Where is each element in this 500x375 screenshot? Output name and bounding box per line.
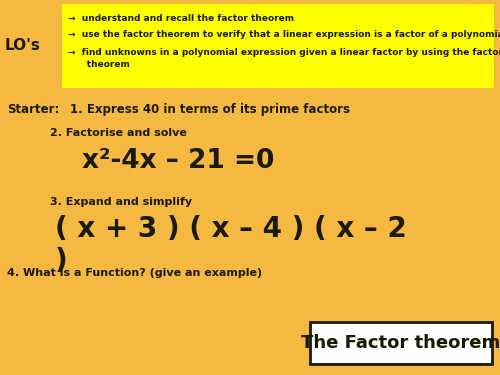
Text: The Factor theorem: The Factor theorem	[302, 334, 500, 352]
Text: 4. What is a Function? (give an example): 4. What is a Function? (give an example)	[7, 268, 262, 278]
Text: ( x + 3 ) ( x – 4 ) ( x – 2: ( x + 3 ) ( x – 4 ) ( x – 2	[55, 215, 407, 243]
FancyBboxPatch shape	[62, 4, 494, 88]
Text: →  use the factor theorem to verify that a linear expression is a factor of a po: → use the factor theorem to verify that …	[68, 30, 500, 39]
Text: →  find unknowns in a polynomial expression given a linear factor by using the f: → find unknowns in a polynomial expressi…	[68, 48, 500, 57]
Text: 2. Factorise and solve: 2. Factorise and solve	[50, 128, 187, 138]
Text: Starter:: Starter:	[7, 103, 60, 116]
Text: 1. Express 40 in terms of its prime factors: 1. Express 40 in terms of its prime fact…	[70, 103, 350, 116]
Text: x²-4x – 21 =0: x²-4x – 21 =0	[82, 148, 274, 174]
Text: →  understand and recall the factor theorem: → understand and recall the factor theor…	[68, 14, 294, 23]
Text: 3. Expand and simplify: 3. Expand and simplify	[50, 197, 192, 207]
Text: ): )	[55, 247, 68, 275]
Text: LO's: LO's	[5, 39, 41, 54]
FancyBboxPatch shape	[310, 322, 492, 364]
Text: theorem: theorem	[68, 60, 130, 69]
